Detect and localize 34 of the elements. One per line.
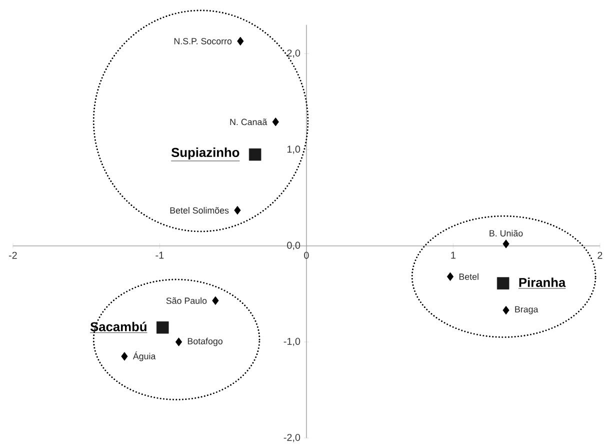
point	[234, 206, 241, 215]
annotation: N.S.P. Socorro	[174, 38, 232, 44]
annotation: Betel Solimões	[170, 207, 229, 214]
point	[121, 352, 128, 361]
annotation: Betel	[459, 273, 478, 280]
point	[237, 36, 244, 46]
series-label: Piranha	[519, 278, 566, 288]
point	[496, 277, 510, 290]
x-tick-label: 1	[451, 252, 456, 259]
point	[502, 240, 510, 248]
point	[212, 296, 219, 305]
x-tick-label: -2	[8, 252, 17, 259]
annotation: B. União	[490, 230, 523, 236]
point	[156, 321, 169, 334]
y-tick-label: 1,0	[287, 146, 300, 154]
point	[502, 306, 510, 315]
y-tick-label: -2,0	[284, 434, 300, 442]
x-tick-label: 0	[304, 252, 309, 259]
y-tick-label: 2,0	[287, 50, 300, 58]
y-tick-label: 0,0	[287, 242, 300, 250]
point	[446, 272, 454, 281]
point	[272, 118, 279, 126]
x-tick-label: -1	[156, 252, 164, 259]
annotation: Águia	[132, 352, 156, 362]
annotation: N. Canaã	[230, 118, 268, 126]
point	[248, 148, 262, 161]
y-tick-label: -1,0	[284, 338, 300, 346]
point	[175, 338, 182, 346]
annotation: São Paulo	[166, 297, 207, 304]
annotation: Braga	[515, 306, 538, 314]
series-label: Sacambú	[90, 322, 146, 332]
x-tick-label: 2	[598, 252, 602, 259]
annotation: Botafogo	[188, 338, 222, 346]
series-label: Supiazinho	[171, 148, 240, 160]
